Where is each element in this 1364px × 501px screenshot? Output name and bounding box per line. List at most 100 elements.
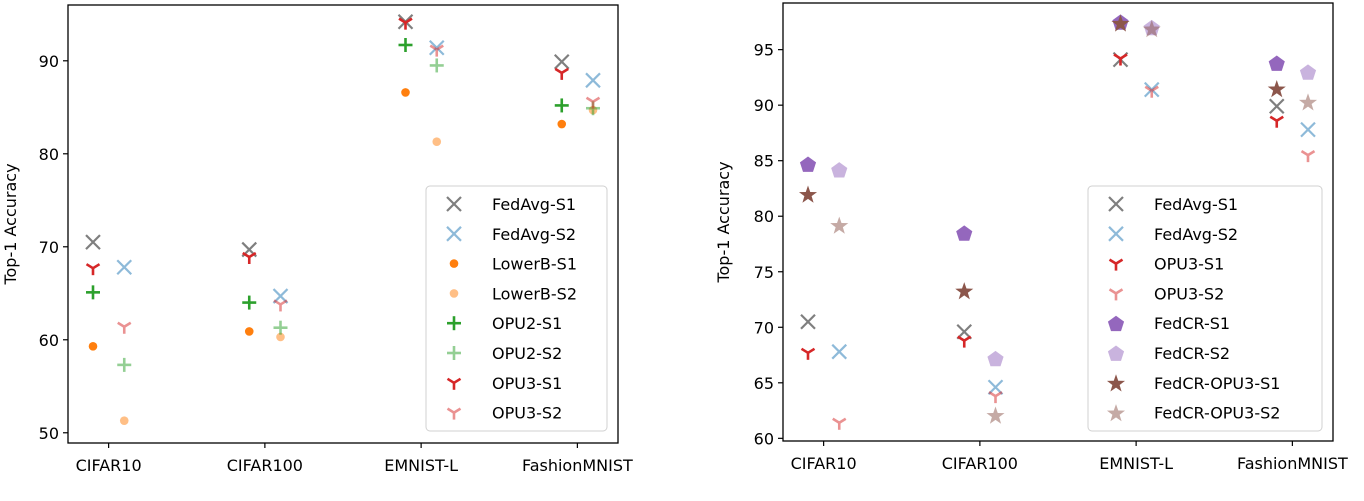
legend-marker-fedcr-s2-shape <box>1107 345 1125 361</box>
data-point-fedavg-s1-stroke <box>85 234 101 250</box>
data-point-fedcr-opu3-s2-shape <box>1298 93 1318 111</box>
data-point-opu3-s2-stroke <box>1151 85 1159 92</box>
data-point-fedavg-s2-stroke <box>116 259 133 276</box>
legend: FedAvg-S1 FedAvg-S2 OPU3-S1 OPU3-S2 FedCR-S1… <box>1087 185 1323 432</box>
data-point-fedcr-s2 <box>1299 64 1317 80</box>
data-point-lowerb-s2-dot <box>432 137 442 147</box>
data-point-opu3-s2-stroke <box>988 391 997 398</box>
data-point-opu3-s2 <box>117 321 132 334</box>
y-axis-label: Top-1 Accuracy <box>1 163 20 285</box>
x-tick-label: EMNIST-L <box>1099 454 1173 473</box>
legend-marker-opu3-s2-stroke <box>1115 288 1124 295</box>
legend-marker-fedavg-s2 <box>446 226 462 242</box>
data-point-lowerb-s2 <box>119 416 129 425</box>
legend-label: FedAvg-S1 <box>492 195 576 214</box>
data-point-opu3-s2 <box>585 96 601 109</box>
data-point-opu3-s1-stroke <box>554 67 563 74</box>
data-point-fedcr-opu3-s2 <box>986 406 1005 424</box>
y-tick-label: 70 <box>754 318 774 337</box>
data-point-opu2-s2 <box>117 357 132 372</box>
legend-marker-opu3-s2 <box>1108 288 1124 301</box>
legend-marker-fedavg-s1-stroke <box>1108 196 1124 212</box>
data-point-fedcr-s2 <box>831 162 848 178</box>
data-point-opu3-s1-stroke <box>404 17 413 24</box>
data-point-opu2-s2 <box>273 320 288 335</box>
data-point-fedavg-s1 <box>85 234 101 250</box>
data-point-opu3-s1 <box>957 335 972 348</box>
data-point-opu3-s2-stroke <box>832 417 840 424</box>
data-point-opu3-s1-stroke <box>561 67 569 74</box>
data-point-fedavg-s1-stroke <box>800 313 816 330</box>
x-tick-label: EMNIST-L <box>384 456 458 475</box>
legend-marker-opu3-s2 <box>446 407 462 420</box>
data-point-fedcr-opu3-s1 <box>1267 80 1286 98</box>
y-axis-label: Top-1 Accuracy <box>714 161 733 283</box>
data-point-opu3-s2-stroke <box>123 321 132 328</box>
plot-frame <box>782 2 1334 442</box>
data-point-opu3-s1-stroke <box>963 335 972 342</box>
x-tick-label: CIFAR10 <box>791 454 857 473</box>
legend-marker-opu2-s2 <box>447 346 461 360</box>
x-tick-label: CIFAR10 <box>76 456 142 475</box>
data-point-opu3-s1-stroke <box>85 263 94 270</box>
data-point-fedcr-s2-shape <box>1299 64 1317 80</box>
left-accuracy-chart: 50 60 70 80 90 CIFAR10 CIFAR100 EMNIST-L Fashion… <box>1 4 633 475</box>
data-point-fedcr-s1-shape <box>956 225 973 241</box>
legend-marker-opu3-s2-stroke <box>1108 288 1117 295</box>
data-point-lowerb-s1-dot <box>244 327 254 336</box>
legend-box <box>1087 185 1323 432</box>
y-tick-label: 85 <box>754 152 774 171</box>
data-point-opu3-s2-stroke <box>429 44 438 51</box>
data-point-fedcr-opu3-s1 <box>798 185 818 203</box>
legend-label: OPU3-S2 <box>1154 284 1224 303</box>
legend-label: OPU3-S1 <box>492 374 562 393</box>
legend-marker-opu3-s1-stroke <box>453 377 462 384</box>
y-tick-label: 75 <box>754 263 774 282</box>
legend-marker-fedcr-opu3-s2-shape <box>1106 404 1126 422</box>
legend-marker-lowerb-s2 <box>449 289 459 298</box>
data-point-fedcr-opu3-s1-shape <box>1267 80 1286 98</box>
data-point-fedcr-s1-shape <box>799 156 817 172</box>
data-point-fedcr-s1 <box>1268 55 1285 71</box>
legend-label: FedCR-OPU3-S1 <box>1154 374 1280 393</box>
legend-marker-fedavg-s1 <box>446 196 462 212</box>
data-point-opu3-s1 <box>1269 115 1284 128</box>
data-point-lowerb-s1 <box>244 327 254 336</box>
legend-label: OPU2-S2 <box>492 344 562 363</box>
data-point-opu3-s1-stroke <box>242 251 250 259</box>
data-point-fedavg-s2-stroke <box>1300 121 1316 138</box>
legend-label: FedAvg-S2 <box>1154 225 1238 244</box>
right-accuracy-chart: 60 65 70 75 80 85 90 95 CIFAR10 CIFAR100 EMNIST-L F… <box>714 2 1348 473</box>
data-point-opu3-s2 <box>429 44 444 57</box>
legend-marker-fedavg-s1-stroke <box>446 196 462 212</box>
data-point-opu3-s1-stroke <box>807 347 816 354</box>
legend-marker-opu3-s1-stroke <box>1108 258 1117 265</box>
data-point-fedavg-s1 <box>553 53 570 70</box>
data-point-lowerb-s1-dot <box>401 88 410 97</box>
legend-marker-fedcr-s1 <box>1107 315 1125 332</box>
data-point-opu3-s1 <box>1113 53 1128 66</box>
data-point-opu3-s2-stroke <box>273 299 282 306</box>
data-point-opu3-s1 <box>554 67 569 80</box>
legend-marker-lowerb-s1-dot <box>449 259 459 268</box>
y-tick-label: 60 <box>39 331 59 350</box>
legend-label: OPU3-S2 <box>492 404 562 423</box>
data-point-fedcr-opu3-s2 <box>830 216 849 234</box>
legend-marker-opu3-s2-stroke <box>446 407 455 414</box>
data-point-opu3-s1 <box>85 263 101 276</box>
data-point-fedcr-opu3-s2-shape <box>830 216 849 234</box>
data-point-fedcr-opu3-s1 <box>955 282 974 300</box>
data-point-fedavg-s2 <box>1300 121 1316 138</box>
data-point-fedcr-opu3-s1-shape <box>1111 14 1130 32</box>
data-point-opu2-s1 <box>398 37 413 52</box>
data-point-fedcr-s2 <box>987 350 1004 367</box>
data-point-fedcr-opu3-s2 <box>1298 93 1318 111</box>
legend-marker-fedavg-s2-stroke <box>446 226 462 242</box>
legend: FedAvg-S1 FedAvg-S2 LowerB-S1 LowerB-S2 OPU2… <box>425 185 608 432</box>
data-point-opu3-s2-stroke <box>994 391 1003 398</box>
legend-label: OPU3-S1 <box>1154 255 1224 274</box>
y-tick-label: 95 <box>754 41 774 60</box>
data-point-fedavg-s2-stroke <box>585 72 601 89</box>
data-point-lowerb-s1 <box>88 341 98 351</box>
legend-label: FedCR-OPU3-S2 <box>1154 404 1280 423</box>
